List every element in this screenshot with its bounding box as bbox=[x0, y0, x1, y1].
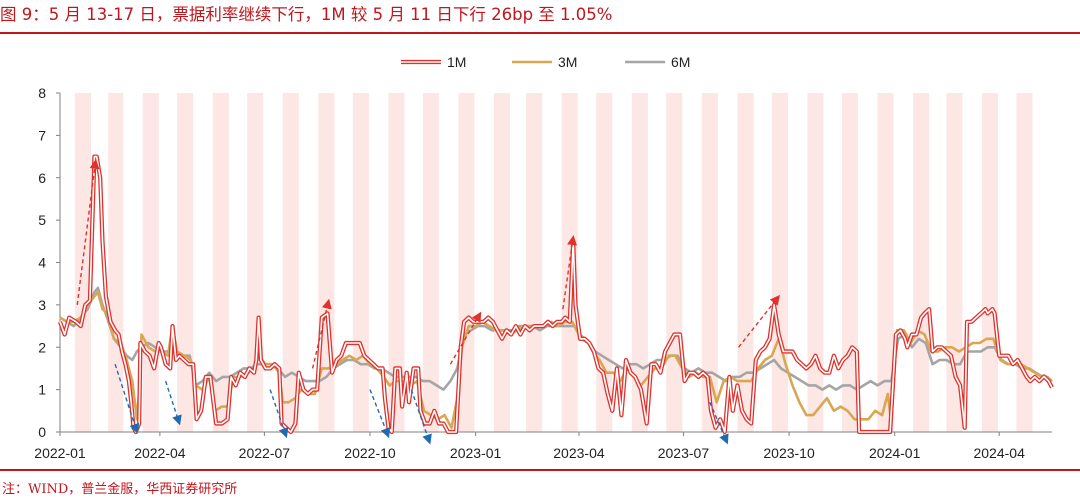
month-end-band bbox=[701, 93, 718, 432]
y-tick-label: 4 bbox=[38, 255, 46, 271]
month-end-band bbox=[388, 93, 405, 432]
month-end-band bbox=[177, 93, 194, 432]
month-end-band bbox=[422, 93, 439, 432]
x-tick-label: 2024-04 bbox=[973, 445, 1025, 461]
month-end-band bbox=[561, 93, 578, 432]
month-end-band bbox=[352, 93, 369, 432]
down-trend-arrow bbox=[114, 363, 140, 434]
series-line-1m-inner bbox=[59, 155, 1053, 433]
down-trend-arrow bbox=[709, 402, 729, 445]
footer-divider bbox=[0, 469, 1080, 471]
y-tick-label: 2 bbox=[38, 339, 46, 355]
title-divider bbox=[0, 32, 1080, 34]
down-trend-arrow bbox=[269, 389, 289, 439]
up-trend-arrow bbox=[311, 298, 332, 369]
x-tick-label: 2023-01 bbox=[450, 445, 502, 461]
x-tick-label: 2023-04 bbox=[553, 445, 605, 461]
down-trend-arrow bbox=[164, 380, 182, 426]
y-tick-label: 3 bbox=[38, 297, 46, 313]
month-end-band bbox=[666, 93, 683, 432]
x-tick-label: 2022-04 bbox=[134, 445, 186, 461]
y-tick-label: 7 bbox=[38, 127, 46, 143]
month-end-band bbox=[737, 93, 754, 432]
y-tick-label: 6 bbox=[38, 170, 46, 186]
month-end-shading bbox=[74, 93, 1033, 432]
month-end-band bbox=[877, 93, 894, 432]
down-trend-arrow bbox=[369, 389, 391, 439]
month-end-band bbox=[526, 93, 543, 432]
month-end-band bbox=[142, 93, 159, 432]
x-tick-label: 2022-01 bbox=[34, 445, 86, 461]
x-tick-label: 2022-07 bbox=[239, 445, 291, 461]
series-line-3m bbox=[59, 290, 1053, 430]
month-end-band bbox=[247, 93, 264, 432]
legend-label-3m: 3M bbox=[558, 54, 577, 70]
y-tick-label: 8 bbox=[38, 85, 46, 101]
month-end-band bbox=[807, 93, 824, 432]
x-tick-label: 2023-10 bbox=[763, 445, 815, 461]
rate-line-chart: 0 1 2 3 4 5 6 7 8 2022-01 2022-04 2022-07 2022-10 202… bbox=[34, 54, 1054, 461]
month-end-band bbox=[596, 93, 613, 432]
month-end-band bbox=[913, 93, 930, 432]
legend-label-1m: 1M bbox=[447, 54, 466, 70]
down-trend-arrow bbox=[410, 389, 432, 445]
axes: 0 1 2 3 4 5 6 7 8 2022-01 2022-04 2022-07 2022-10 202… bbox=[34, 85, 1052, 461]
month-end-band bbox=[212, 93, 229, 432]
up-trend-arrow bbox=[562, 235, 578, 310]
source-note: 注：WIND，普兰金服，华西证券研究所 bbox=[2, 482, 238, 497]
y-tick-label: 5 bbox=[38, 212, 46, 228]
month-end-band bbox=[981, 93, 999, 432]
month-end-band bbox=[631, 93, 648, 432]
month-end-band bbox=[771, 93, 788, 432]
month-end-band bbox=[494, 93, 511, 432]
x-tick-label: 2022-10 bbox=[344, 445, 396, 461]
up-trend-arrow bbox=[449, 311, 482, 365]
month-end-band bbox=[1016, 93, 1033, 432]
x-tick-label: 2023-07 bbox=[658, 445, 710, 461]
series-lines bbox=[58, 154, 1054, 435]
legend: 1M 3M 6M bbox=[401, 54, 690, 70]
chart-title: 图 9：5 月 13-17 日，票据利率继续下行，1M 较 5 月 11 日下行… bbox=[0, 5, 613, 24]
y-tick-label: 0 bbox=[38, 424, 46, 440]
up-trend-arrow bbox=[76, 158, 100, 305]
x-tick-label: 2024-01 bbox=[869, 445, 921, 461]
up-trend-arrow bbox=[738, 294, 780, 348]
series-line-1m-outer bbox=[58, 154, 1054, 435]
y-tick-label: 1 bbox=[38, 382, 46, 398]
month-end-band bbox=[282, 93, 299, 432]
legend-label-6m: 6M bbox=[671, 54, 690, 70]
trend-arrows bbox=[76, 158, 780, 445]
